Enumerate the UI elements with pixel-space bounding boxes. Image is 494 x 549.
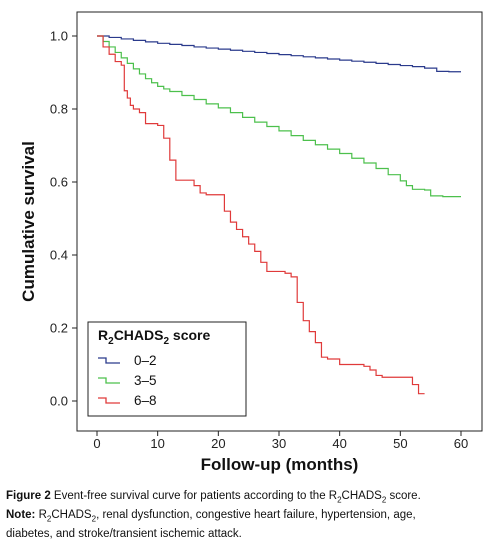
legend-title-subscript: 2 xyxy=(108,336,114,347)
caption-text-part: score. xyxy=(386,490,421,502)
legend-label: 6–8 xyxy=(134,393,157,408)
y-tick-label: 0.0 xyxy=(50,394,68,409)
note-text-part: R xyxy=(35,508,47,521)
caption-subscript: 2 xyxy=(337,495,342,505)
chart-axes: 0 10 20 30 40 50 60 0.0 0.2 0.4 0.6 0.8 1.0 Follow-up… xyxy=(19,11,483,474)
legend-label: 3–5 xyxy=(134,373,157,388)
y-axis-title: Cumulative survival xyxy=(19,141,38,302)
figure-caption-text: Event-free survival curve for patients a… xyxy=(50,490,421,505)
x-tick-label: 60 xyxy=(454,436,468,451)
figure-caption-line: Figure 2 Event-free survival curve for p… xyxy=(6,489,490,508)
x-tick-label: 20 xyxy=(211,436,225,451)
legend-title-subscript: 2 xyxy=(163,336,169,347)
legend-title-part: R xyxy=(98,327,108,343)
legend-swatch xyxy=(98,397,120,404)
legend-title-part: CHADS xyxy=(114,327,164,343)
y-tick-label: 0.2 xyxy=(50,321,68,336)
note-line: Note: R2CHADS2, renal dysfunction, conge… xyxy=(6,508,490,527)
chart-series xyxy=(97,35,461,395)
figure-caption: Figure 2 Event-free survival curve for p… xyxy=(6,489,490,542)
survival-curve xyxy=(97,35,461,73)
note-text-part: , renal dysfunction, congestive heart fa… xyxy=(96,508,416,521)
note-text-part: CHADS xyxy=(51,508,92,521)
x-tick-label: 0 xyxy=(93,436,100,451)
legend-swatch xyxy=(98,377,120,384)
caption-subscript: 2 xyxy=(381,495,387,505)
legend-label: 0–2 xyxy=(134,353,157,368)
y-tick-label: 0.6 xyxy=(50,175,68,190)
figure-label: Figure 2 xyxy=(6,490,51,502)
x-tick-label: 10 xyxy=(150,436,164,451)
x-axis-title: Follow-up (months) xyxy=(201,455,359,474)
x-tick-label: 50 xyxy=(393,436,407,451)
legend-title-part: score xyxy=(169,327,210,343)
caption-text-part: CHADS xyxy=(341,490,382,502)
survival-curve xyxy=(97,35,461,198)
legend-box xyxy=(87,321,247,417)
x-tick-label: 30 xyxy=(272,436,286,451)
y-tick-label: 1.0 xyxy=(50,29,68,44)
legend-title: R2CHADS2 score xyxy=(98,327,210,347)
note-subscript: 2 xyxy=(91,514,97,524)
note-label: Note: xyxy=(6,508,36,521)
x-tick-label: 40 xyxy=(332,436,346,451)
legend-swatch xyxy=(98,357,120,364)
y-tick-label: 0.8 xyxy=(50,102,68,117)
survival-curve xyxy=(97,35,425,395)
survival-chart: 0 10 20 30 40 50 60 0.0 0.2 0.4 0.6 0.8 1.0 Follow-up… xyxy=(19,11,483,474)
note-subscript: 2 xyxy=(46,514,52,524)
y-tick-label: 0.4 xyxy=(50,248,68,263)
caption-text-part: Event-free survival curve for patients a… xyxy=(50,490,338,502)
note-line-2: diabetes, and stroke/transient ischemic … xyxy=(6,527,242,540)
